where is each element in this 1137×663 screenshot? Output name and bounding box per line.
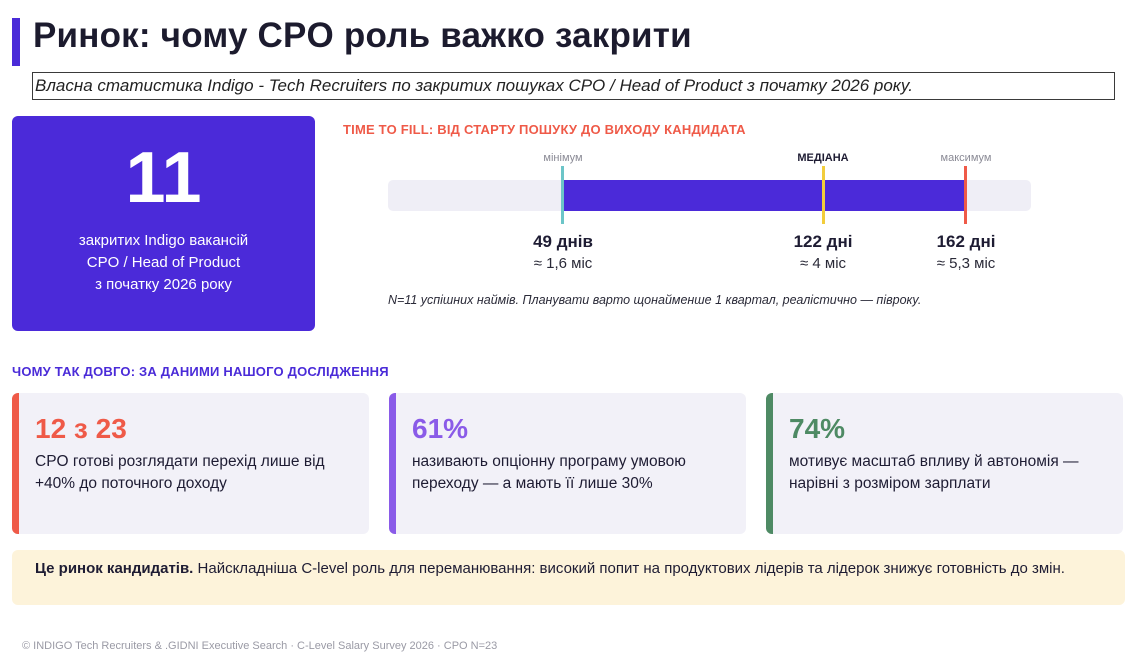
conclusion-box: Це ринок кандидатів. Найскладніша C-leve… (12, 550, 1125, 605)
why-card-figure: 74% (789, 413, 846, 444)
vacancies-desc-line-2: CPO / Head of Product (86, 254, 241, 271)
min-months: ≈ 1,6 міс (533, 255, 593, 272)
max-label: максимум (940, 152, 992, 164)
vacancies-description: закритих Indigo вакансій CPO / Head of P… (12, 230, 315, 296)
why-heading: ЧОМУ ТАК ДОВГО: ЗА ДАНИМИ НАШОГО ДОСЛІДЖ… (12, 364, 389, 379)
median-label: МЕДІАНА (797, 152, 849, 164)
page-subtitle: Власна статистика Indigo - Tech Recruite… (32, 72, 1115, 100)
why-card-text: мотивує масштаб впливу й автономія — нар… (789, 453, 1079, 492)
why-card-text: називають опціонну програму умовою перех… (412, 453, 686, 492)
why-card-accent-bar (12, 393, 19, 534)
why-card-accent-bar (389, 393, 396, 534)
why-card-options: 61% називають опціонну програму умовою п… (389, 393, 746, 534)
source-credit: © INDIGO Tech Recruiters & .GIDNI Execut… (22, 640, 498, 652)
vacancies-count: 11 (125, 138, 202, 218)
vacancies-desc-line-3: з початку 2026 року (95, 276, 232, 293)
max-months: ≈ 5,3 міс (936, 255, 996, 272)
min-label: мінімум (543, 152, 583, 164)
time-to-fill-heading: TIME TO FILL: ВІД СТАРТУ ПОШУКУ ДО ВИХОД… (343, 122, 746, 137)
median-marker (822, 166, 825, 224)
conclusion-text: Найскладніша C-level роль для переманюва… (193, 560, 1065, 577)
min-marker (561, 166, 564, 224)
why-card-figure: 12 з 23 (35, 413, 127, 444)
why-card-accent-bar (766, 393, 773, 534)
median-value: 122 дні (793, 232, 853, 251)
max-value: 162 дні (936, 232, 996, 251)
why-card-impact: 74% мотивує масштаб впливу й автономія —… (766, 393, 1123, 534)
min-value: 49 днів (533, 232, 593, 251)
time-to-fill-note: N=11 успішних наймів. Планувати варто що… (388, 293, 922, 307)
why-card-income: 12 з 23 CPO готові розглядати перехід ли… (12, 393, 369, 534)
conclusion-bold: Це ринок кандидатів. (35, 560, 194, 577)
title-accent-bar (12, 18, 20, 66)
max-marker (964, 166, 967, 224)
why-card-text: CPO готові розглядати перехід лише від +… (35, 453, 325, 492)
vacancies-stat-card: 11 закритих Indigo вакансій CPO / Head o… (12, 116, 315, 331)
why-card-figure: 61% (412, 413, 469, 444)
vacancies-desc-line-1: закритих Indigo вакансій (78, 232, 249, 249)
time-to-fill-range (563, 180, 965, 211)
page-title: Ринок: чому CPO роль важко закрити (33, 16, 692, 55)
median-months: ≈ 4 міс (799, 255, 847, 272)
